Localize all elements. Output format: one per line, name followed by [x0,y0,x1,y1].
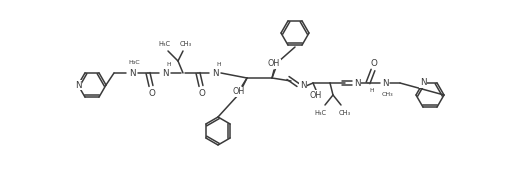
Text: CH₃: CH₃ [339,110,351,116]
Text: N: N [75,80,81,89]
Text: O: O [199,89,205,98]
Text: H: H [217,62,221,67]
Text: H₃C: H₃C [128,61,140,66]
Text: H₃C: H₃C [314,110,326,116]
Text: N: N [354,79,360,88]
Text: H₃C: H₃C [158,41,170,47]
Text: CH₃: CH₃ [180,41,192,47]
Text: N: N [212,69,218,78]
Text: O: O [370,58,378,67]
Text: O: O [149,89,155,98]
Text: CH₃: CH₃ [381,92,393,97]
Text: N: N [420,78,426,87]
Text: OH: OH [310,90,322,99]
Text: N: N [129,69,135,78]
Text: N: N [300,81,306,90]
Text: N: N [162,69,168,78]
Text: OH: OH [268,60,280,69]
Text: H: H [167,62,171,67]
Text: N: N [382,79,388,88]
Text: H: H [370,89,374,93]
Text: OH: OH [233,88,245,97]
